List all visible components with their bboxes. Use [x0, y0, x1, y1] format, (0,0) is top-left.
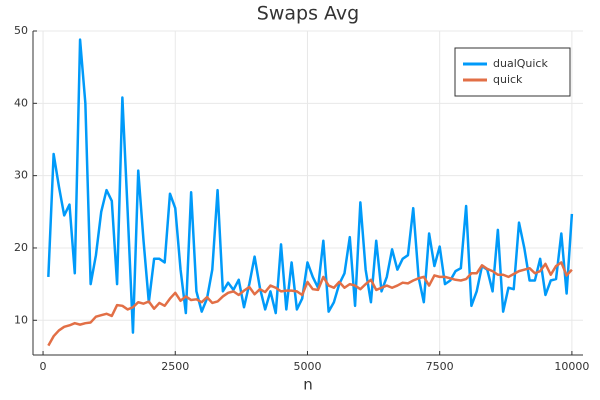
line-series — [47, 261, 573, 347]
x-tick-label: 2500 — [161, 360, 189, 373]
legend-box — [454, 47, 571, 97]
x-tick-label: 7500 — [426, 360, 454, 373]
x-tick-label: 10000 — [554, 360, 589, 373]
y-tick-label: 30 — [14, 169, 28, 182]
y-tick-label: 10 — [14, 313, 28, 326]
y-tick-label: 40 — [14, 96, 28, 109]
y-tick-label: 50 — [14, 24, 28, 37]
legend-label: quick — [493, 73, 523, 86]
x-axis-label: n — [303, 376, 313, 394]
y-tick-label: 20 — [14, 241, 28, 254]
legend-label: dualQuick — [493, 57, 548, 70]
chart-title: Swaps Avg — [257, 3, 359, 25]
x-tick-label: 0 — [40, 360, 47, 373]
x-tick-label: 5000 — [293, 360, 321, 373]
